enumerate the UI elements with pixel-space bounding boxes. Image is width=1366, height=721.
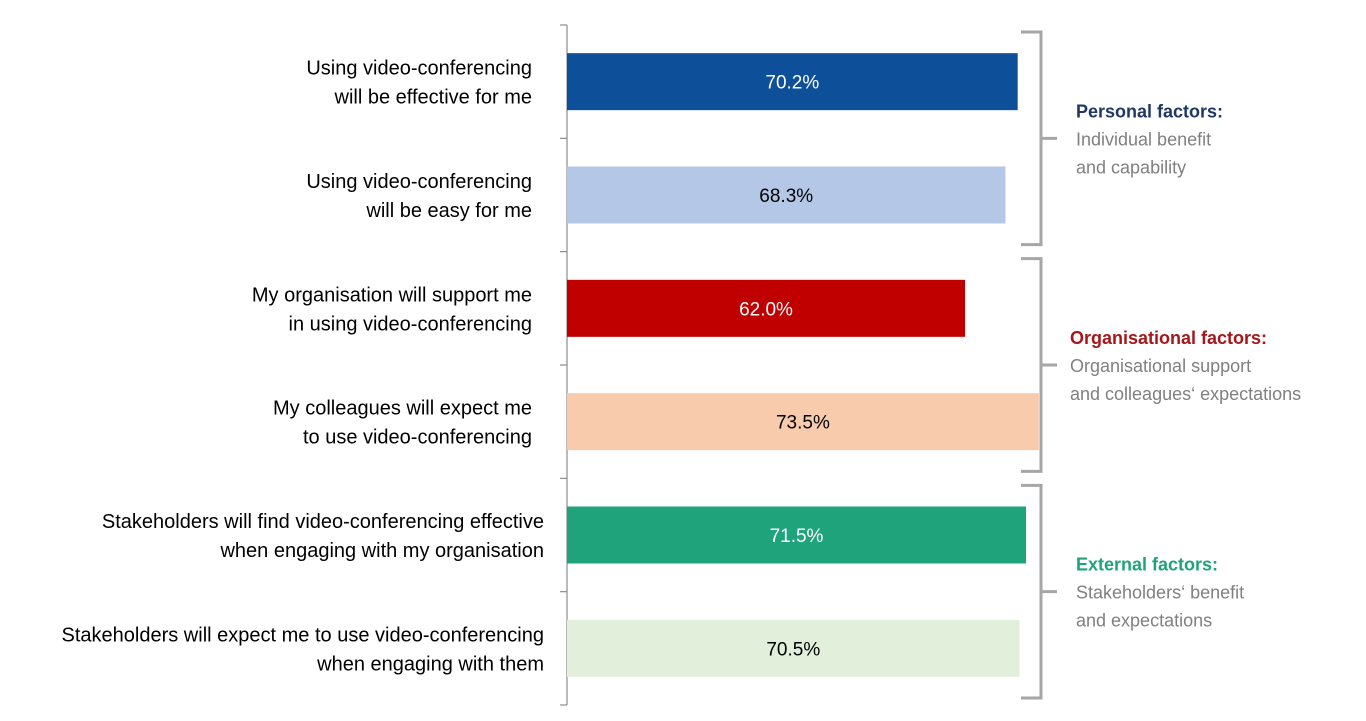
group-title: External factors: bbox=[1076, 555, 1218, 575]
bar-value-label: 70.5% bbox=[766, 639, 820, 660]
bar-value-label: 68.3% bbox=[759, 186, 813, 207]
bars-layer bbox=[567, 53, 1039, 677]
group-title: Personal factors: bbox=[1076, 101, 1223, 121]
group-bracket bbox=[1021, 483, 1057, 700]
category-label: Using video-conferencing bbox=[306, 171, 532, 193]
group-bracket bbox=[1021, 257, 1057, 473]
group-description: and capability bbox=[1076, 157, 1186, 177]
category-label: to use video-conferencing bbox=[303, 427, 532, 449]
group-bracket bbox=[1021, 30, 1057, 247]
bar-value-label: 62.0% bbox=[739, 299, 793, 320]
labels-layer: 70.2% Using video-conferencing will be eff… bbox=[62, 58, 830, 676]
bar bbox=[567, 393, 1039, 451]
bar-value-label: 73.5% bbox=[776, 413, 830, 434]
group-description: Organisational support bbox=[1070, 356, 1251, 376]
category-label: will be effective for me bbox=[334, 87, 533, 109]
category-label: when engaging with my organisation bbox=[219, 540, 544, 562]
category-label: Using video-conferencing bbox=[306, 58, 532, 80]
bar-value-label: 71.5% bbox=[770, 526, 824, 547]
category-label: My colleagues will expect me bbox=[273, 398, 532, 420]
category-label: in using video-conferencing bbox=[289, 313, 533, 335]
group-title: Organisational factors: bbox=[1070, 328, 1267, 348]
bar bbox=[567, 619, 1020, 677]
category-label: Stakeholders will find video-conferencin… bbox=[102, 511, 544, 533]
group-description: and colleagues‘ expectations bbox=[1070, 384, 1301, 404]
bar bbox=[567, 506, 1027, 564]
category-label: will be easy for me bbox=[365, 200, 532, 222]
group-description: and expectations bbox=[1076, 611, 1212, 631]
bar bbox=[567, 166, 1006, 224]
group-description: Individual benefit bbox=[1076, 129, 1211, 149]
category-label: when engaging with them bbox=[316, 653, 544, 675]
axis-layer bbox=[560, 24, 568, 706]
bar bbox=[567, 53, 1018, 111]
category-label: Stakeholders will expect me to use video… bbox=[62, 624, 544, 646]
bar-value-label: 70.2% bbox=[765, 73, 819, 94]
groups-layer: Personal factors: Individual benefit and c… bbox=[1021, 30, 1301, 700]
bar bbox=[567, 279, 966, 337]
category-label: My organisation will support me bbox=[252, 284, 532, 306]
group-description: Stakeholders‘ benefit bbox=[1076, 583, 1244, 603]
